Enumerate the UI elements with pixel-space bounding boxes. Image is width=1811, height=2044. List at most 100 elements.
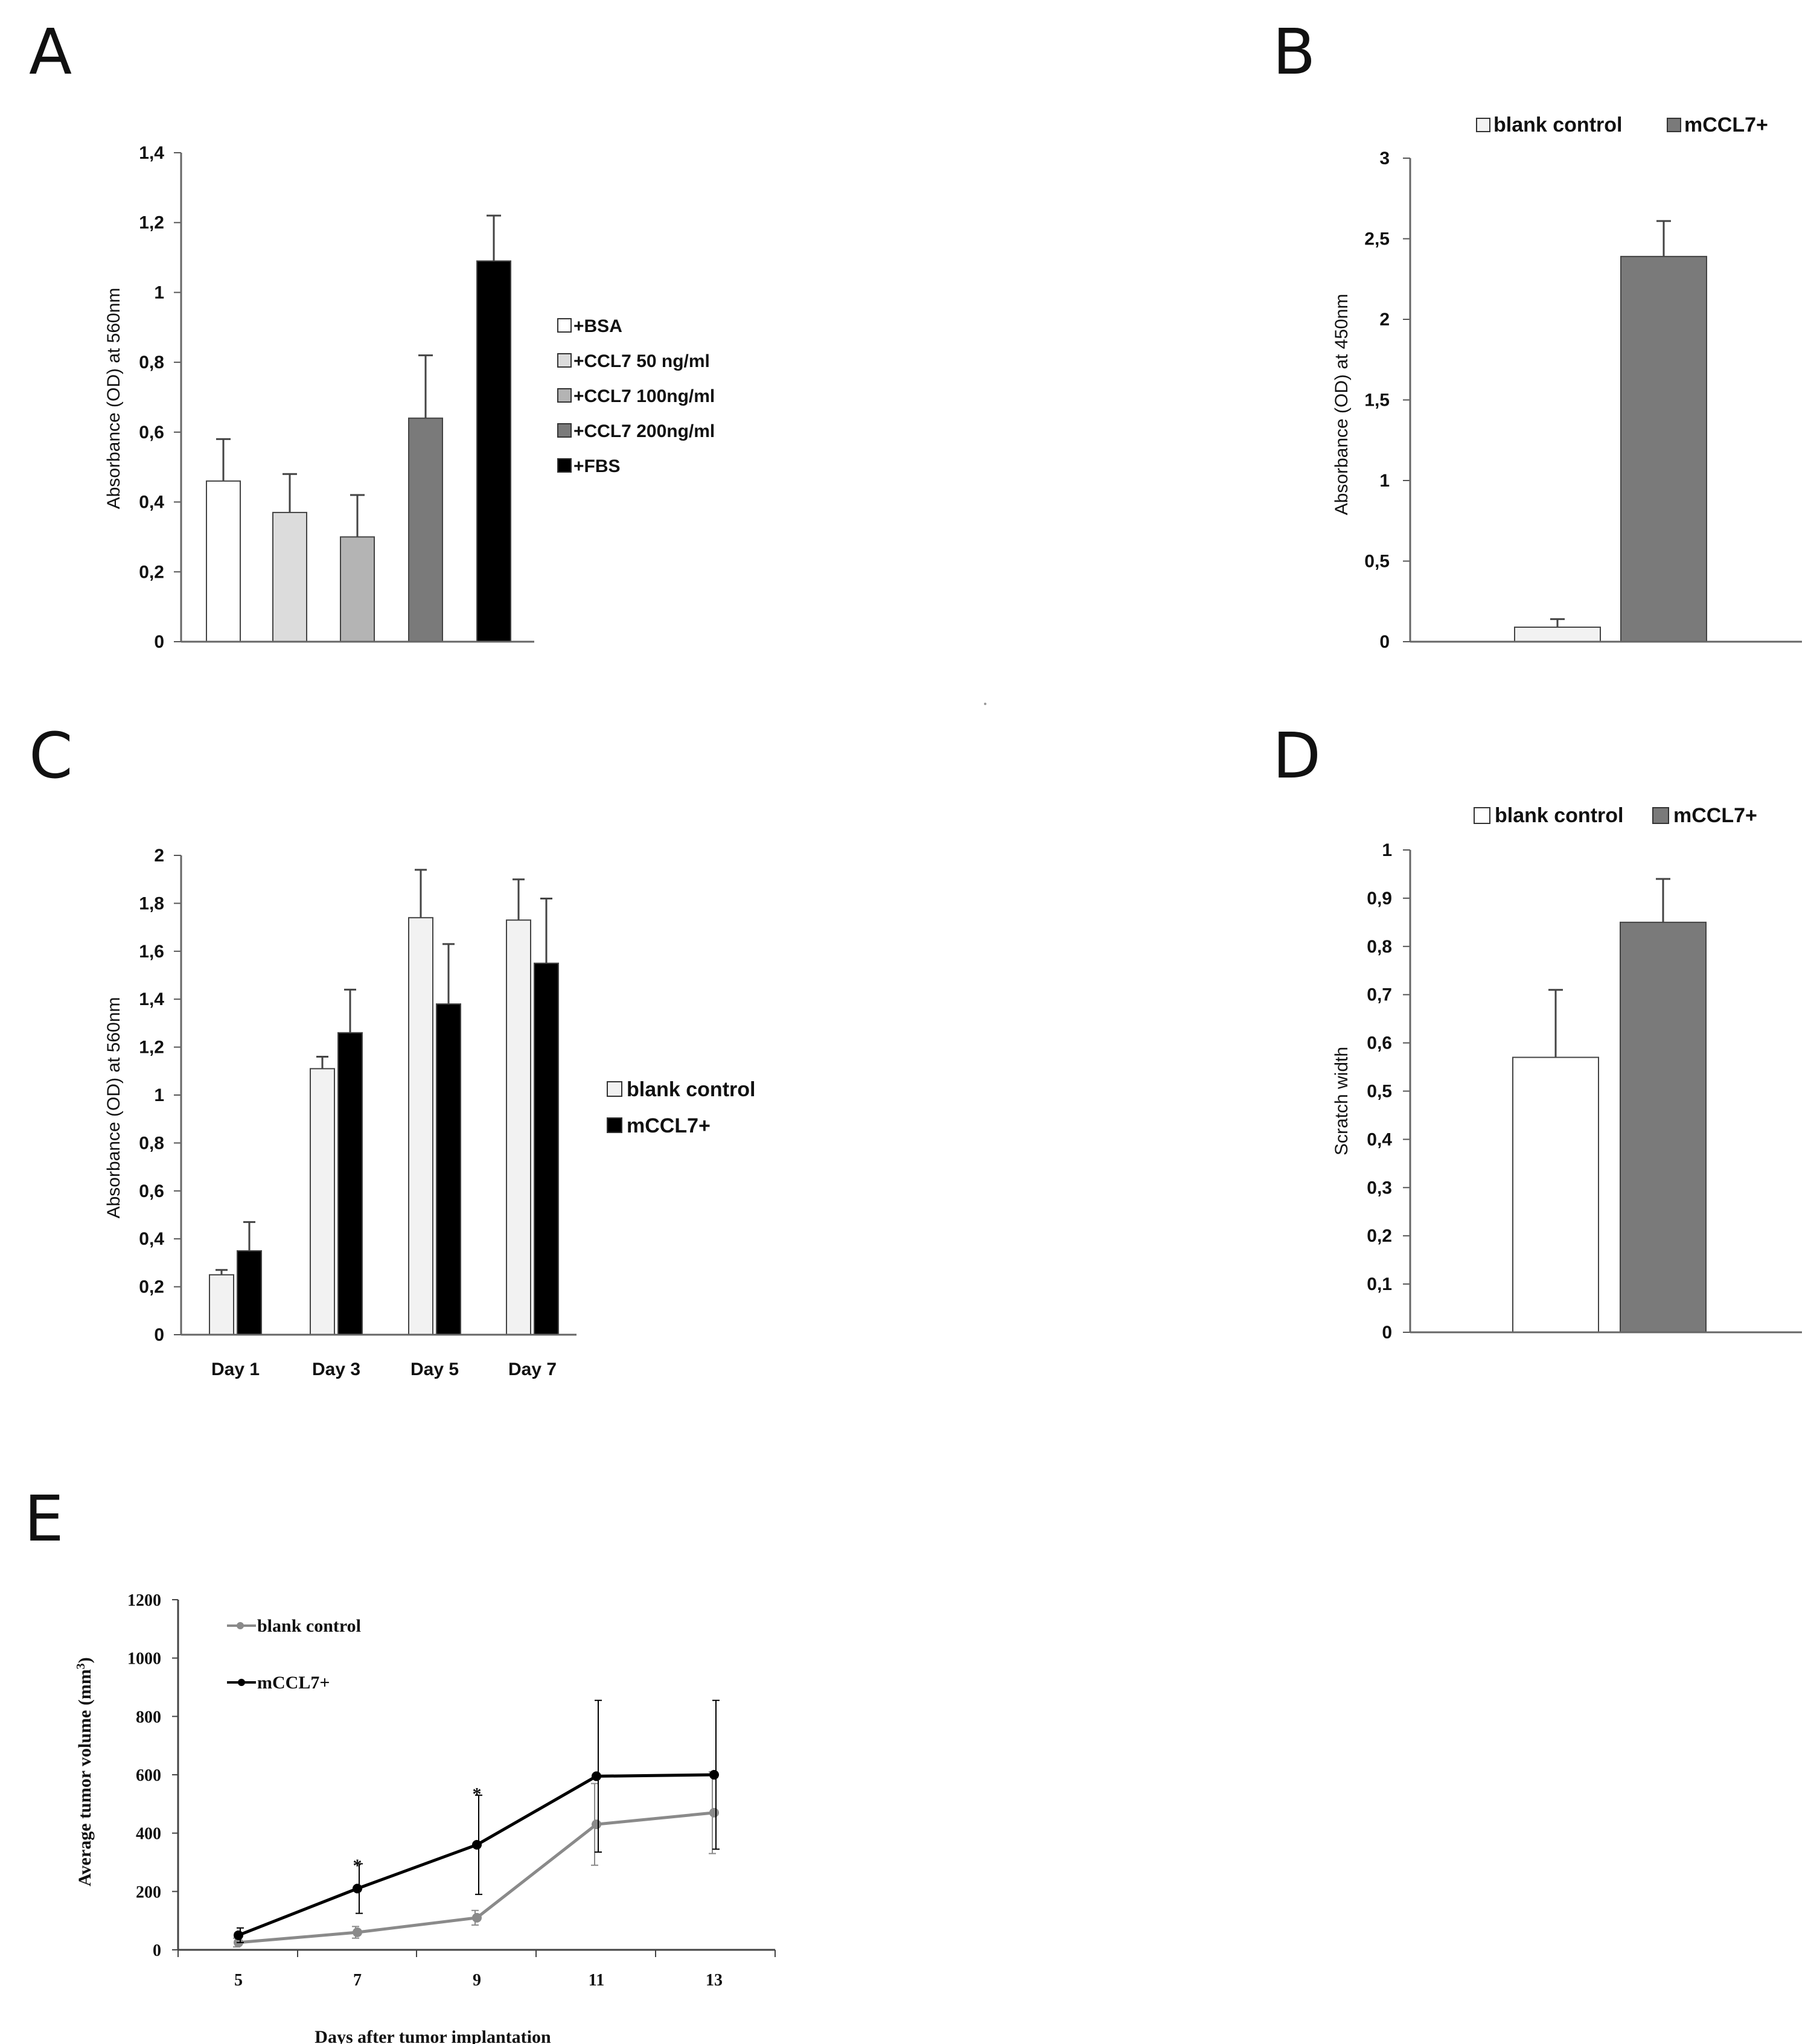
y-tick-label: 0,6 xyxy=(1367,1033,1392,1053)
panel-b-ylabel: Absorbance (OD) at 450nm xyxy=(1332,294,1352,516)
y-tick-label: 0,4 xyxy=(139,1229,164,1249)
y-tick-label: 600 xyxy=(136,1766,161,1785)
legend-label-bsa: +BSA xyxy=(573,316,622,336)
panel-c-bars xyxy=(209,869,559,1336)
legend-label-ccl7-200: +CCL7 200ng/ml xyxy=(573,421,715,441)
panel-a-bars xyxy=(206,214,511,643)
bar xyxy=(1514,626,1601,642)
bar xyxy=(310,1068,335,1335)
legend-swatch-mccl7 xyxy=(607,1117,622,1133)
y-tick-label: 0,5 xyxy=(1364,552,1390,572)
panel-e-ticks: 0 200 400 600 800 1000 1200 5 7 9 11 13 xyxy=(127,1591,723,1990)
legend-marker-blank-control xyxy=(237,1622,244,1629)
legend-label-mccl7: mCCL7+ xyxy=(627,1114,711,1137)
bar xyxy=(272,511,307,643)
x-tick-label: 9 xyxy=(473,1971,481,1990)
panel-a-legend: +BSA +CCL7 50 ng/ml +CCL7 100ng/ml +CCL7… xyxy=(557,316,715,476)
panel-e-ylabel-sup: 3 xyxy=(74,1663,88,1669)
bar xyxy=(340,536,375,643)
legend-label-ccl7-100: +CCL7 100ng/ml xyxy=(573,386,715,406)
bar xyxy=(209,1274,234,1335)
x-tick-label: 5 xyxy=(234,1971,243,1990)
panel-e-axes xyxy=(172,1599,776,1957)
x-tick-label: Day 1 xyxy=(211,1359,260,1379)
y-tick-label: 1,2 xyxy=(139,213,164,233)
bar xyxy=(206,480,241,642)
y-tick-label: 1,4 xyxy=(139,143,164,163)
bar xyxy=(506,919,531,1335)
panel-e-ylabel: Average tumor volume (mm3) xyxy=(74,1657,95,1886)
panel-b: B Absorbance (OD) at 450nm 0 0,5 1 1,5 2 2,5 3… xyxy=(1273,15,1802,652)
panel-letter-a: A xyxy=(29,15,72,89)
y-tick-label: 2 xyxy=(1379,310,1390,330)
panel-d: D Scratch width 0 0,1 0,2 0,3 0,4 0,5 0,6 0,7 0,… xyxy=(1273,719,1802,1343)
y-tick-label: 0,8 xyxy=(139,353,164,372)
y-tick-label: 2 xyxy=(154,846,164,866)
legend-label-blank-control: blank control xyxy=(1495,804,1623,827)
panel-c-legend: blank control mCCL7+ xyxy=(607,1078,755,1137)
legend-label-blank-control: blank control xyxy=(1493,113,1622,136)
panel-b-bars xyxy=(1514,220,1707,642)
panel-a-ticks: 0 0,2 0,4 0,6 0,8 1 1,2 1,4 xyxy=(139,143,164,652)
x-tick-label: 13 xyxy=(706,1971,723,1990)
legend-swatch-bsa xyxy=(557,318,572,333)
stray-dot xyxy=(984,703,986,705)
y-tick-label: 0,1 xyxy=(1367,1274,1392,1294)
panel-a: A Absorbance (OD) at 560nm 0 0,2 0,4 0,6 0,8… xyxy=(29,15,715,652)
y-tick-label: 0,8 xyxy=(139,1133,164,1153)
y-tick-label: 1,5 xyxy=(1364,391,1390,410)
y-tick-label: 1,8 xyxy=(139,893,164,913)
legend-swatch-ccl7-100 xyxy=(557,388,572,403)
panel-c-ticks: 0 0,2 0,4 0,6 0,8 1 1,2 1,4 1,6 1,8 2 Day 1 Day 3 Day… xyxy=(139,846,557,1379)
panel-c-axes xyxy=(174,855,577,1336)
legend-label-mccl7: mCCL7+ xyxy=(1684,113,1768,136)
y-tick-label: 0 xyxy=(1382,1323,1392,1343)
y-tick-label: 1200 xyxy=(127,1591,161,1610)
legend-label-ccl7-50: +CCL7 50 ng/ml xyxy=(573,351,710,371)
y-tick-label: 0,5 xyxy=(1367,1082,1392,1102)
panel-letter-c: C xyxy=(29,719,73,793)
panel-d-ticks: 0 0,1 0,2 0,3 0,4 0,5 0,6 0,7 0,8 0,9 1 xyxy=(1367,840,1392,1343)
significance-marker: * xyxy=(353,1856,362,1876)
y-tick-label: 0 xyxy=(154,632,164,652)
y-tick-label: 200 xyxy=(136,1883,161,1902)
y-tick-label: 0 xyxy=(153,1941,161,1960)
legend-label-mccl7: mCCL7+ xyxy=(257,1673,330,1693)
data-point xyxy=(592,1771,601,1781)
x-tick-label: 7 xyxy=(353,1971,362,1990)
panel-a-axes xyxy=(174,152,534,643)
y-tick-label: 0,2 xyxy=(1367,1226,1392,1246)
y-tick-label: 800 xyxy=(136,1708,161,1726)
y-tick-label: 400 xyxy=(136,1825,161,1844)
data-point xyxy=(472,1840,482,1850)
data-point xyxy=(353,1927,362,1937)
panel-e-ylabel-main: Average tumor volume (mm xyxy=(75,1669,95,1886)
y-tick-label: 1,4 xyxy=(139,989,164,1009)
data-point xyxy=(353,1883,362,1894)
legend-swatch-mccl7 xyxy=(1652,807,1669,824)
panel-a-ylabel: Absorbance (OD) at 560nm xyxy=(104,288,124,509)
legend-marker-mccl7 xyxy=(238,1679,245,1686)
legend-swatch-blank-control xyxy=(607,1081,622,1097)
y-tick-label: 1,2 xyxy=(139,1038,164,1058)
data-point xyxy=(234,1930,243,1940)
y-tick-label: 0,2 xyxy=(139,1277,164,1297)
x-tick-label: Day 3 xyxy=(312,1359,360,1379)
panel-b-axes xyxy=(1403,158,1802,643)
bar xyxy=(237,1250,262,1336)
legend-swatch-fbs xyxy=(557,458,572,473)
y-tick-label: 0,6 xyxy=(139,423,164,442)
legend-label-blank-control: blank control xyxy=(257,1616,361,1636)
bar xyxy=(408,917,433,1335)
legend-swatch-blank-control xyxy=(1476,118,1490,132)
legend-label-fbs: +FBS xyxy=(573,456,621,476)
y-tick-label: 0 xyxy=(154,1325,164,1345)
bar xyxy=(476,260,511,643)
panel-c: C Absorbance (OD) at 560nm 0 0,2 0,4 0,6 0,8… xyxy=(29,719,755,1379)
y-tick-label: 0,4 xyxy=(139,493,164,513)
y-tick-label: 1 xyxy=(1382,840,1392,860)
panel-letter-b: B xyxy=(1273,15,1315,89)
y-tick-label: 1000 xyxy=(127,1650,161,1669)
y-tick-label: 0,9 xyxy=(1367,889,1392,909)
